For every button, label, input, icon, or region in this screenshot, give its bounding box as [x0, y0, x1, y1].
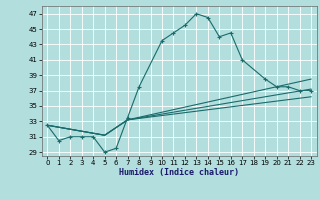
X-axis label: Humidex (Indice chaleur): Humidex (Indice chaleur) — [119, 168, 239, 177]
